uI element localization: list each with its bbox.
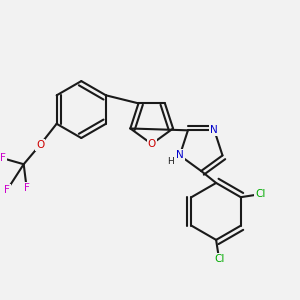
Text: N: N <box>176 150 184 161</box>
Text: F: F <box>4 185 10 195</box>
Text: O: O <box>36 140 44 150</box>
Text: Cl: Cl <box>255 189 266 199</box>
Text: Cl: Cl <box>214 254 224 264</box>
Text: O: O <box>148 139 156 149</box>
Text: H: H <box>167 157 174 166</box>
Text: F: F <box>0 153 6 163</box>
Text: F: F <box>24 183 30 193</box>
Text: N: N <box>211 125 218 135</box>
